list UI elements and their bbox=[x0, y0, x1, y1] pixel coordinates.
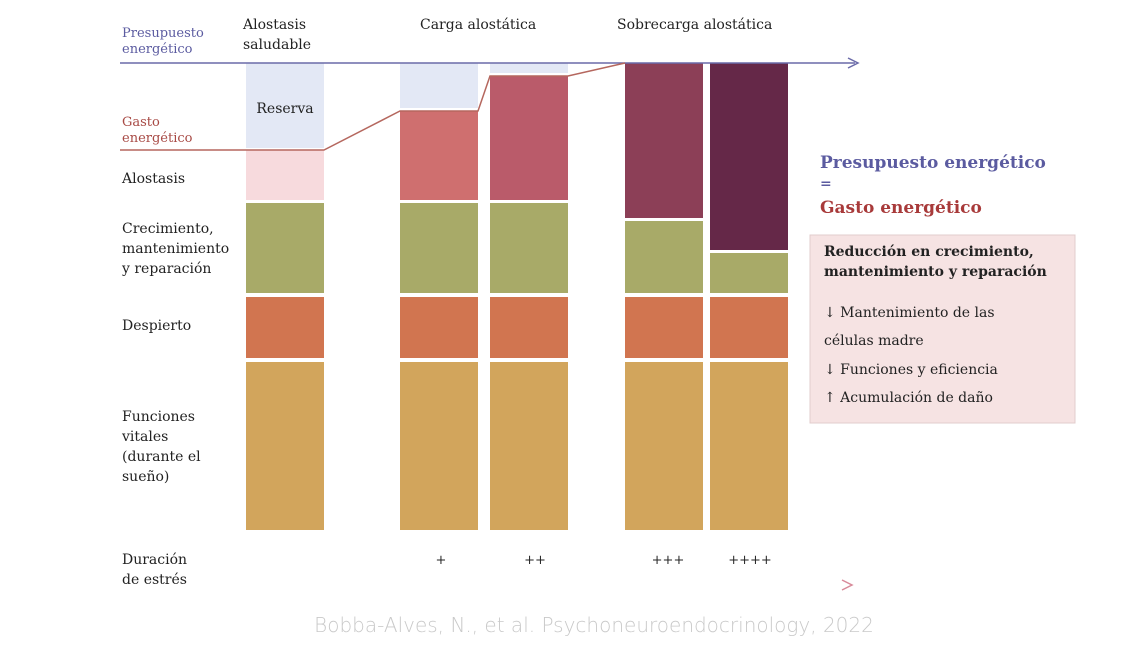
bar-segment bbox=[246, 63, 324, 148]
column-header: Alostasis bbox=[242, 17, 306, 33]
duration-mark: +++ bbox=[652, 553, 685, 568]
column-header: Carga alostática bbox=[420, 17, 536, 33]
box-item: ↓ Funciones y eficiencia bbox=[824, 362, 998, 378]
bar-segment bbox=[490, 203, 568, 293]
bar-segment bbox=[625, 63, 703, 218]
bar-segment bbox=[400, 111, 478, 200]
bar-segment bbox=[625, 297, 703, 358]
row-label: Funciones bbox=[122, 409, 195, 425]
row-label: Despierto bbox=[122, 318, 191, 334]
duration-mark: ++++ bbox=[728, 553, 772, 568]
row-label: Crecimiento, bbox=[122, 221, 214, 237]
bar-segment bbox=[400, 297, 478, 358]
box-title: mantenimiento y reparación bbox=[824, 264, 1047, 280]
bar-segment bbox=[710, 362, 788, 530]
duration-arrow bbox=[841, 579, 854, 591]
bar-segment bbox=[246, 362, 324, 530]
box-item: ↑ Acumulación de daño bbox=[824, 390, 993, 406]
reduction-box bbox=[809, 234, 1076, 424]
bar-segment bbox=[710, 63, 788, 250]
row-label: (durante el bbox=[122, 449, 201, 465]
bars bbox=[246, 63, 788, 530]
bar-segment bbox=[490, 63, 568, 73]
bar-segment bbox=[710, 253, 788, 293]
bar-segment bbox=[400, 63, 478, 108]
bar-segment bbox=[625, 362, 703, 530]
bar-segment bbox=[490, 362, 568, 530]
column-header: saludable bbox=[243, 37, 311, 53]
row-label: vitales bbox=[121, 429, 168, 445]
equation-right: Gasto energético bbox=[820, 198, 982, 218]
box-item: células madre bbox=[824, 333, 924, 349]
row-label: y reparación bbox=[121, 261, 211, 277]
bar-segment bbox=[490, 76, 568, 200]
row-label: Alostasis bbox=[121, 171, 185, 187]
equation-left: Presupuesto energético bbox=[820, 153, 1046, 173]
row-label: sueño) bbox=[122, 469, 169, 485]
budget-label: Presupuesto bbox=[122, 26, 204, 41]
budget-label: energético bbox=[122, 42, 193, 57]
column-header: Sobrecarga alostática bbox=[617, 17, 772, 33]
bar-segment bbox=[246, 203, 324, 293]
expense-label: Gasto bbox=[122, 115, 160, 130]
duration-mark: + bbox=[436, 553, 447, 568]
expense-label: energético bbox=[122, 131, 193, 146]
bar-segment bbox=[246, 150, 324, 200]
bar-segment bbox=[246, 297, 324, 358]
bar-segment bbox=[625, 221, 703, 293]
box-title: Reducción en crecimiento, bbox=[824, 244, 1034, 260]
budget-arrow bbox=[847, 57, 860, 69]
citation: Bobba-Alves, N., et al. Psychoneuroendoc… bbox=[314, 613, 874, 637]
row-label: mantenimiento bbox=[122, 241, 229, 257]
bar-segment bbox=[490, 297, 568, 358]
bar-segment bbox=[400, 203, 478, 293]
reserve-label: Reserva bbox=[256, 101, 313, 117]
box-item: ↓ Mantenimiento de las bbox=[824, 305, 995, 321]
bar-segment bbox=[710, 297, 788, 358]
duration-label: Duración bbox=[122, 552, 187, 568]
duration-label: de estrés bbox=[122, 572, 187, 588]
bar-segment bbox=[400, 362, 478, 530]
expense-line bbox=[120, 62, 626, 151]
equation-equals: = bbox=[820, 176, 832, 192]
duration-mark: ++ bbox=[524, 553, 546, 568]
